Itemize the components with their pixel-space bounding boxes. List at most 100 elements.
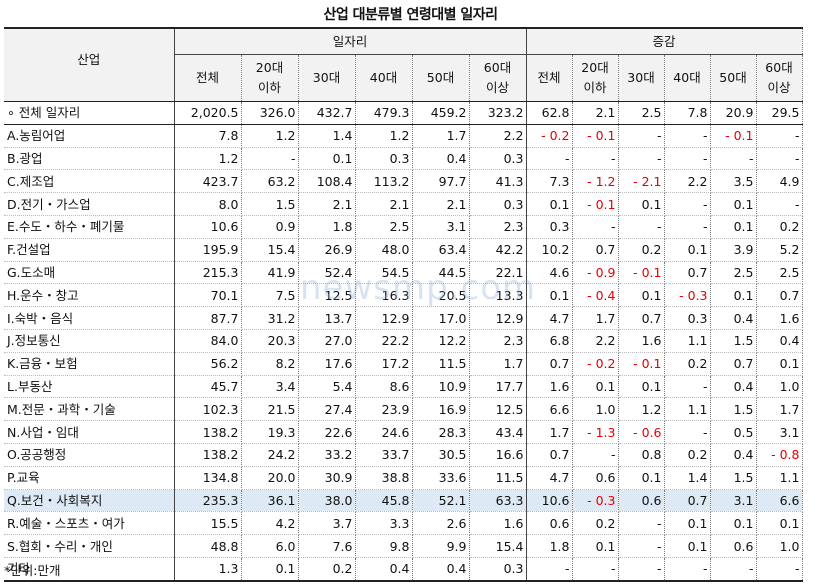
change-cell: 0.4 [710,306,757,330]
change-cell: 4.6 [526,261,573,285]
jobs-cell: 9.9 [412,534,470,558]
jobs-cell: 27.0 [298,329,356,353]
change-cell: 1.1 [664,329,711,353]
change-cell: 1.8 [526,534,573,558]
table-row: G.도소매 215.3 41.9 52.4 54.5 44.5 22.1 4.6- 0.9- … [4,261,803,285]
jobs-cell: 2.3 [469,329,527,353]
jobs-cell: 323.2 [469,101,527,125]
jobs-cell: 12.5 [298,283,356,308]
change-cell: 0.4 [710,375,757,399]
jobs-cell: 1.3 [174,557,242,582]
jobs-cell: 4.2 [241,511,299,536]
jobs-cell: 2,020.5 [174,101,242,125]
jobs-cell: 9.8 [355,534,413,558]
table-row: J.정보통신 84.0 20.3 27.0 22.2 12.2 2.3 6.8 2.2 1.6 1.… [4,329,803,353]
change-cell: 3.1 [756,420,803,444]
change-cell: 0.7 [756,283,803,308]
header-industry: 산업 [4,28,175,102]
jobs-cell: 432.7 [298,101,356,125]
change-cell: 0.7 [710,352,757,376]
change-cell: 0.1 [756,352,803,376]
jobs-cell: 24.6 [355,420,413,444]
change-cell: 0.8 [618,443,665,467]
jobs-cell: 0.1 [298,147,356,171]
jobs-cell: 2.3 [469,215,527,239]
jobs-cell: 41.3 [469,169,527,194]
jobs-cell: 1.2 [174,147,242,171]
jobs-cell: 134.8 [174,466,242,490]
jobs-cell: 20.5 [412,283,470,308]
jobs-cell: 215.3 [174,261,242,285]
change-cell: - [572,557,619,582]
jobs-cell: 20.3 [241,329,299,353]
change-cell: 3.1 [710,489,757,513]
change-cell: 1.6 [756,306,803,330]
change-cell: 20.9 [710,101,757,125]
change-cell: - 0.1 [710,124,757,148]
jobs-cell: 54.5 [355,261,413,285]
change-cell: 0.1 [618,283,665,308]
jobs-cell: 45.7 [174,375,242,399]
change-cell: - [756,557,803,582]
change-cell: - 0.6 [618,420,665,444]
jobs-cell: 1.2 [241,124,299,148]
jobs-cell: 0.4 [412,557,470,582]
jobs-cell: 15.4 [469,534,527,558]
jobs-cell: 63.4 [412,238,470,262]
jobs-cell: 0.1 [241,557,299,582]
change-cell: - 0.1 [618,352,665,376]
change-cell: - [664,420,711,444]
change-cell: - [664,192,711,216]
header-jobs-col-2: 30대 [298,54,356,102]
jobs-cell: 24.2 [241,443,299,467]
change-cell: 0.7 [526,443,573,467]
change-cell: 1.7 [756,397,803,422]
jobs-cell: 70.1 [174,283,242,308]
change-cell: 3.5 [710,169,757,194]
jobs-cell: 8.6 [355,375,413,399]
change-cell: 1.5 [710,329,757,353]
industry-name-cell: G.도소매 [4,261,175,285]
jobs-cell: 36.1 [241,489,299,513]
change-cell: 0.7 [664,261,711,285]
change-cell: 5.2 [756,238,803,262]
jobs-cell: 63.2 [241,169,299,194]
change-cell: - 0.9 [572,261,619,285]
change-cell: 6.6 [756,489,803,513]
header-jobs-col-3: 40대 [355,54,413,102]
change-cell: 62.8 [526,101,573,125]
change-cell: 1.5 [710,397,757,422]
industry-name-cell: I.숙박・음식 [4,306,175,330]
header-change-col-2: 30대 [618,54,665,102]
jobs-cell: 8.0 [174,192,242,216]
industry-name-cell: P.교육 [4,466,175,490]
change-cell: 0.1 [618,466,665,490]
change-cell: 1.4 [664,466,711,490]
jobs-cell: 20.0 [241,466,299,490]
jobs-cell: 16.6 [469,443,527,467]
jobs-cell: 31.2 [241,306,299,330]
jobs-cell: 42.2 [469,238,527,262]
jobs-cell: 3.1 [412,215,470,239]
jobs-cell: 26.9 [298,238,356,262]
jobs-cell: 11.5 [412,352,470,376]
industry-name-cell: A.농림어업 [4,124,175,148]
table-row: S.협회・수리・개인 48.8 6.0 7.6 9.8 9.9 15.4 1.8 0.1-0.1… [4,534,803,558]
jobs-cell: 21.5 [241,397,299,422]
change-cell: 0.1 [664,534,711,558]
jobs-cell: 28.3 [412,420,470,444]
change-cell: - 0.1 [572,124,619,148]
jobs-cell: 16.9 [412,397,470,422]
header-change-col-0: 전체 [526,54,573,102]
jobs-cell: 113.2 [355,169,413,194]
jobs-cell: 138.2 [174,443,242,467]
jobs-cell: 52.1 [412,489,470,513]
change-cell: 0.1 [664,238,711,262]
jobs-cell: 33.2 [298,443,356,467]
header-change-col-4: 50대 [710,54,757,102]
jobs-cell: 38.0 [298,489,356,513]
change-cell: - 0.3 [572,489,619,513]
change-cell: - [710,147,757,171]
change-cell: - [618,147,665,171]
change-cell: 2.5 [710,261,757,285]
